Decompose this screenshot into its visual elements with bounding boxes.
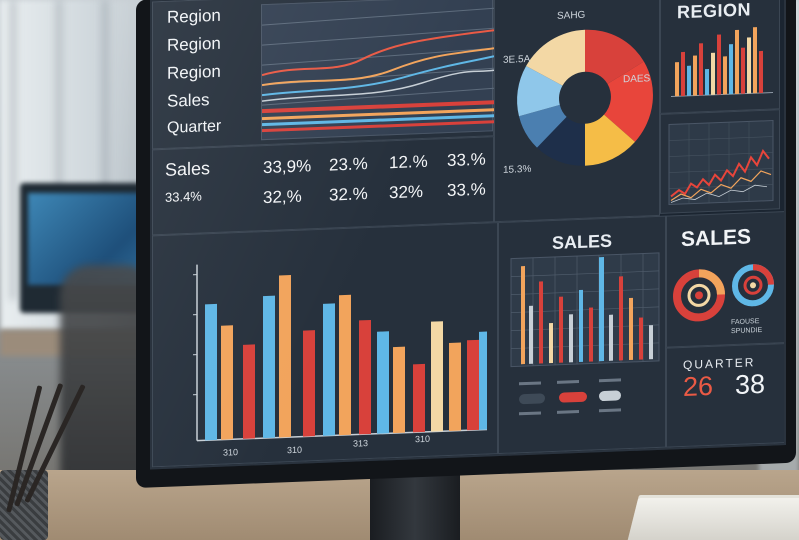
donut-slice (604, 61, 653, 142)
region-bar-chart (671, 27, 773, 97)
gauge-caption-line: SPUNDIE (731, 326, 763, 336)
quarter-value: 26 (683, 370, 714, 402)
region-label: Region (167, 33, 221, 55)
sales-chart-panel: SALES (498, 215, 666, 455)
monitor: Region Region Region Sales Quarter (136, 0, 796, 488)
line-chart-svg (261, 7, 495, 133)
gauge-icons (673, 264, 774, 322)
gauge-left (673, 269, 725, 322)
region-title: REGION (677, 0, 752, 23)
stat-value: 33.% (447, 149, 486, 171)
donut-slice (517, 66, 563, 117)
region-label: Region (167, 5, 221, 27)
donut-slice (585, 29, 644, 84)
quarter-value: 38 (735, 368, 766, 400)
donut-slice (519, 104, 567, 148)
donut-label: 3E.5A (503, 53, 531, 66)
bar-axis-label: 310 (415, 433, 431, 445)
quarter-label: Quarter (167, 117, 222, 137)
donut-slice (585, 114, 635, 166)
bar-axis-label: 310 (287, 444, 303, 456)
donut-chart (517, 29, 653, 166)
papers (625, 498, 799, 540)
stat-value: 33,9% (263, 156, 312, 178)
stat-label: 33.4% (165, 188, 202, 205)
donut-slice (537, 116, 585, 166)
scatter-panel (660, 109, 780, 214)
bar-chart-panel: 310 310 313 310 (152, 222, 498, 468)
dashboard-screen: Region Region Region Sales Quarter (150, 0, 786, 470)
donut-label: 15.3% (503, 163, 532, 176)
quarter-panel: QUARTER 26 38 (666, 342, 786, 448)
donut-slice (526, 29, 585, 86)
stat-value: 32.% (329, 184, 368, 205)
bar-chart (193, 264, 487, 442)
scatter-chart (668, 120, 774, 206)
stat-value: 33.% (447, 179, 486, 201)
sales-gauge-panel: SALES FAOUSE SPUNDIE (666, 210, 786, 348)
stats-panel: Sales 33,9% 23.% 12.% 33.% 33.4% 32,% 32… (152, 136, 494, 236)
bar-axis-label: 310 (223, 447, 239, 458)
donut-label: SAHG (557, 9, 586, 22)
region-panel: REGION (660, 0, 780, 114)
stat-value: 12.% (389, 151, 428, 173)
stat-label: Sales (165, 158, 211, 180)
gauge-caption: FAOUSE SPUNDIE (731, 317, 762, 336)
sales-candle-chart (510, 252, 660, 416)
monitor-stand (370, 468, 460, 540)
stat-value: 23.% (329, 154, 368, 175)
donut-panel: SAHG 3E.5A DAES 15.3% (494, 0, 660, 223)
sales-label: Sales (167, 90, 210, 111)
sales-gauge-title: SALES (681, 225, 752, 252)
gauge-right (732, 264, 774, 307)
stat-value: 32% (389, 181, 424, 203)
region-label: Region (167, 61, 221, 83)
line-chart (261, 0, 495, 141)
donut-label: DAES (623, 73, 651, 86)
stat-value: 32,% (263, 186, 302, 208)
bar-axis-label: 313 (353, 438, 369, 449)
region-lines-panel: Region Region Region Sales Quarter (152, 0, 495, 150)
